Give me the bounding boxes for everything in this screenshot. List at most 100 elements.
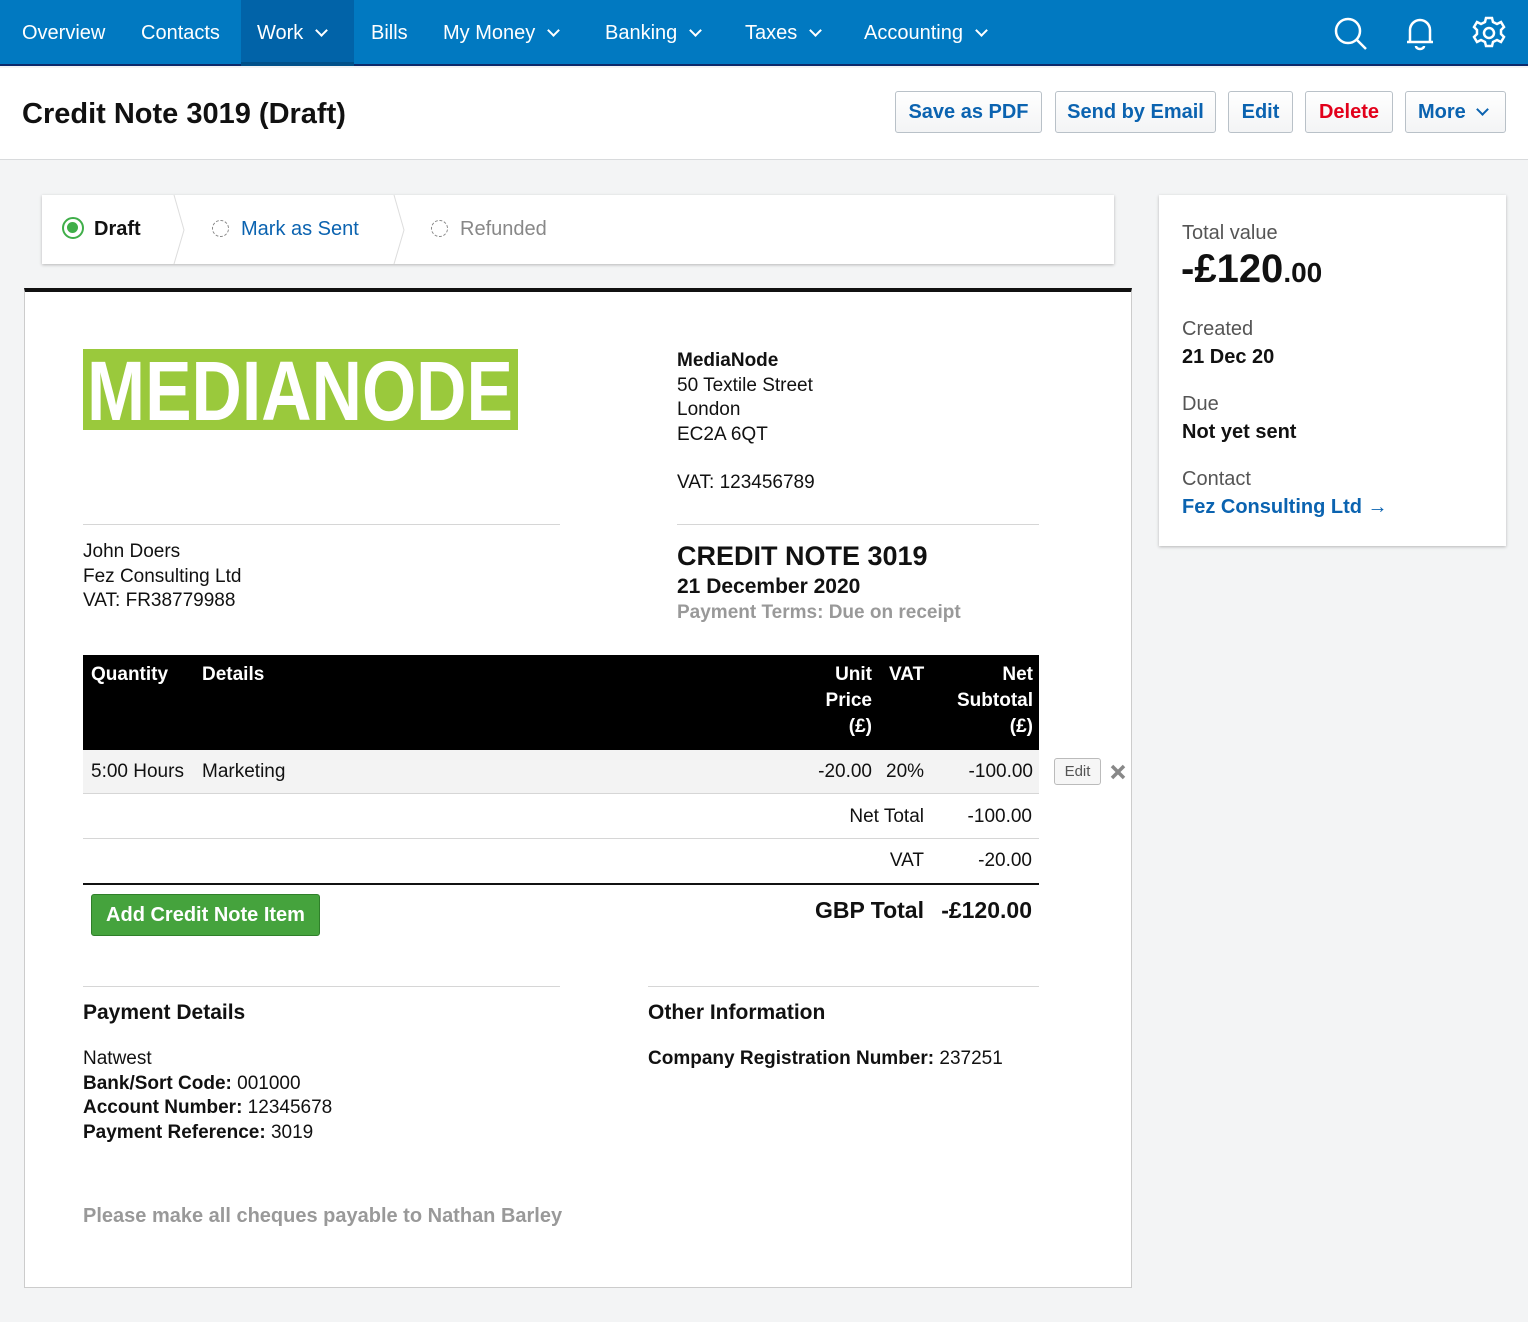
- total-value: -£120.00: [1181, 247, 1322, 292]
- to-line: John Doers: [83, 541, 181, 562]
- document-date: 21 December 2020: [677, 575, 861, 598]
- col-line: (£): [1009, 716, 1033, 737]
- nav-label: Work: [257, 22, 304, 44]
- chevron-down-icon: [689, 24, 703, 37]
- summary-panel: Total value -£120.00 Created 21 Dec 20 D…: [1159, 195, 1506, 546]
- item-net: -100.00: [968, 761, 1033, 782]
- from-line: 50 Textile Street: [677, 374, 813, 396]
- reg-number: 237251: [934, 1048, 1003, 1069]
- divider: [677, 524, 1039, 525]
- col-line: (£): [848, 716, 872, 737]
- svg-text:MEDIANODE: MEDIANODE: [87, 349, 513, 430]
- created-value: 21 Dec 20: [1182, 346, 1275, 368]
- step-label: Mark as Sent: [241, 218, 359, 240]
- delete-item-icon[interactable]: [1110, 764, 1126, 780]
- col-net-subtotal: Net Subtotal (£): [957, 662, 1033, 740]
- col-line: Unit: [835, 664, 872, 685]
- bank-name: Natwest: [83, 1048, 152, 1069]
- bell-icon[interactable]: [1403, 15, 1437, 51]
- col-details: Details: [202, 664, 265, 685]
- gbp-total-value: -£120.00: [941, 897, 1032, 923]
- top-nav: Overview Contacts Work Bills My Money Ba…: [0, 0, 1528, 66]
- nav-bills[interactable]: Bills: [371, 0, 408, 66]
- item-vat: 20%: [886, 761, 925, 782]
- document-title: CREDIT NOTE 3019: [677, 541, 928, 571]
- to-line: VAT: FR38779988: [83, 590, 236, 611]
- nav-label: Bills: [371, 22, 408, 44]
- item-details: Marketing: [202, 761, 286, 782]
- delete-button[interactable]: Delete: [1305, 91, 1393, 133]
- nav-label: Contacts: [141, 22, 220, 44]
- company-logo: MEDIANODE: [83, 349, 518, 430]
- nav-contacts[interactable]: Contacts: [141, 0, 220, 66]
- nav-label: Banking: [605, 22, 678, 44]
- company-registration: Company Registration Number: 237251: [648, 1047, 1003, 1072]
- vat-total-label: VAT: [889, 850, 924, 871]
- net-total-value: -100.00: [967, 806, 1032, 827]
- payment-reference: 3019: [265, 1121, 314, 1143]
- nav-label: Overview: [22, 22, 106, 44]
- net-total-label: Net Total: [849, 806, 924, 827]
- item-unit-price: -20.00: [818, 761, 872, 782]
- due-value: Not yet sent: [1182, 421, 1297, 443]
- divider: [83, 838, 1039, 839]
- edit-item-button[interactable]: Edit: [1054, 758, 1101, 785]
- sort-code-label: Bank/Sort Code:: [83, 1072, 232, 1094]
- nav-label: Taxes: [745, 22, 798, 44]
- other-info-heading: Other Information: [648, 1001, 826, 1024]
- nav-work[interactable]: Work: [241, 0, 354, 66]
- col-unit-price: Unit Price (£): [826, 662, 872, 740]
- col-quantity: Quantity: [91, 664, 169, 685]
- step-mark-as-sent[interactable]: Mark as Sent: [212, 195, 359, 264]
- nav-overview[interactable]: Overview: [22, 0, 105, 66]
- col-line: Price: [825, 690, 872, 711]
- divider: [648, 986, 1039, 987]
- col-vat: VAT: [889, 664, 925, 685]
- vat-total-value: -20.00: [978, 850, 1032, 871]
- nav-accounting[interactable]: Accounting: [864, 0, 988, 66]
- payment-terms: Payment Terms: Due on receipt: [677, 602, 961, 623]
- chevron-down-icon: [315, 24, 329, 37]
- col-line: Subtotal: [957, 690, 1033, 711]
- search-icon[interactable]: [1333, 16, 1369, 52]
- contact-label: Contact: [1182, 468, 1251, 490]
- divider: [83, 524, 560, 525]
- divider: [83, 986, 560, 987]
- current-step-icon: [62, 217, 84, 239]
- payment-details-heading: Payment Details: [83, 1001, 246, 1024]
- chevron-down-icon: [975, 24, 988, 37]
- save-pdf-button[interactable]: Save as PDF: [895, 91, 1042, 133]
- created-label: Created: [1182, 318, 1254, 340]
- pending-step-icon: [212, 220, 229, 237]
- step-label: Refunded: [460, 218, 547, 240]
- more-button[interactable]: More: [1405, 91, 1506, 133]
- nav-taxes[interactable]: Taxes: [745, 0, 823, 66]
- from-line: EC2A 6QT: [677, 423, 768, 445]
- to-address: John Doers Fez Consulting Ltd VAT: FR387…: [83, 540, 241, 614]
- contact-link[interactable]: Fez Consulting Ltd →: [1182, 496, 1388, 518]
- divider: [83, 883, 1039, 885]
- total-label: Total value: [1182, 222, 1278, 244]
- chevron-down-icon: [1475, 103, 1489, 116]
- account-label: Account Number:: [83, 1097, 243, 1118]
- from-name: MediaNode: [677, 350, 779, 371]
- nav-my-money[interactable]: My Money: [443, 0, 561, 66]
- gear-icon[interactable]: [1471, 15, 1507, 51]
- gbp-total-label: GBP Total: [814, 897, 924, 923]
- to-line: Fez Consulting Ltd: [83, 565, 242, 587]
- page-title: Credit Note 3019 (Draft): [22, 98, 346, 130]
- account-number: 12345678: [242, 1097, 333, 1118]
- table-row: 5:00 Hours Marketing -20.00 20% -100.00: [83, 750, 1039, 794]
- add-credit-note-item-button[interactable]: Add Credit Note Item: [91, 894, 320, 936]
- step-draft[interactable]: Draft: [62, 195, 141, 264]
- edit-button[interactable]: Edit: [1228, 91, 1293, 133]
- items-table-header: Quantity Details Unit Price (£) VAT Net Sub…: [83, 655, 1039, 750]
- send-email-button[interactable]: Send by Email: [1055, 91, 1216, 133]
- from-address: MediaNode 50 Textile Street London EC2A …: [677, 349, 815, 496]
- cheque-note: Please make all cheques payable to Natha…: [83, 1205, 563, 1227]
- nav-banking[interactable]: Banking: [605, 0, 703, 66]
- due-label: Due: [1182, 393, 1219, 415]
- nav-label: Accounting: [864, 22, 963, 44]
- from-vat: VAT: 123456789: [677, 472, 815, 493]
- page-header: Credit Note 3019 (Draft) Save as PDF Sen…: [0, 68, 1528, 160]
